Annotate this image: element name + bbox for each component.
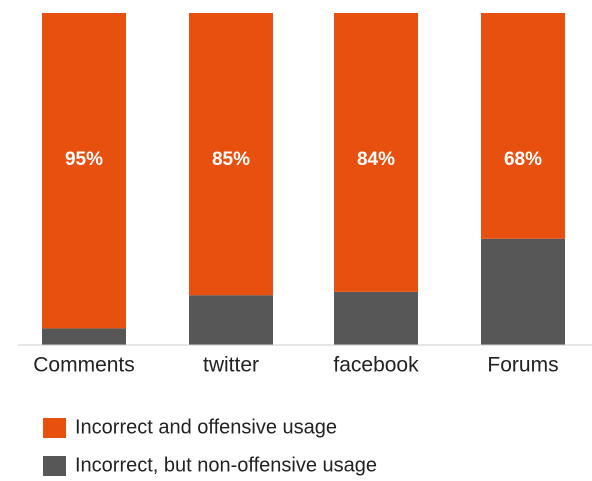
- bar-segment: [481, 13, 565, 239]
- legend-swatch: [43, 418, 66, 438]
- bar-segment: [481, 238, 565, 345]
- bar-segment: [189, 13, 273, 296]
- data-label: 85%: [212, 149, 250, 170]
- data-label: 84%: [357, 149, 395, 170]
- data-label: 95%: [65, 149, 103, 170]
- legend-swatch: [43, 456, 66, 476]
- legend-label: Incorrect, but non-offensive usage: [75, 454, 377, 476]
- bar-segment: [42, 328, 126, 345]
- bar-segment: [42, 13, 126, 329]
- x-tick-label: twitter: [203, 354, 259, 377]
- bar-segment: [334, 291, 418, 345]
- bar-segment: [189, 295, 273, 345]
- data-label: 68%: [504, 149, 542, 170]
- x-tick-label: facebook: [333, 354, 419, 377]
- x-tick-label: Comments: [33, 354, 135, 377]
- legend-label: Incorrect and offensive usage: [75, 416, 337, 438]
- bar-segment: [334, 13, 418, 292]
- x-tick-label: Forums: [487, 354, 558, 377]
